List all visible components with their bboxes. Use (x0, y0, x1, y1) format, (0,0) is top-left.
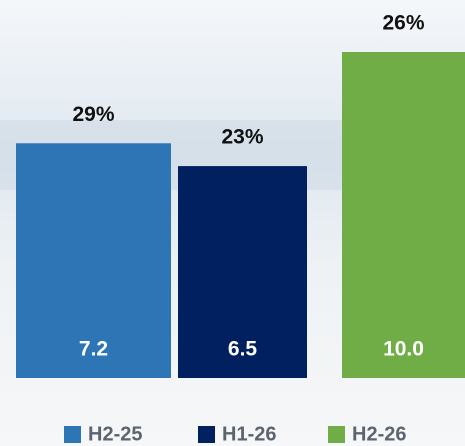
annotation: 23% (221, 126, 263, 149)
legend-label: H2-26 (352, 423, 406, 445)
bar (342, 52, 465, 378)
legend-label: H2-25 (88, 423, 142, 445)
value-label: 7.2 (79, 338, 108, 361)
legend-label: H1-26 (222, 423, 276, 445)
legend-swatch (328, 426, 345, 443)
annotation: 29% (72, 103, 114, 126)
value-label: 6.5 (228, 338, 258, 361)
value-label: 10.0 (383, 338, 424, 361)
legend-swatch (64, 426, 81, 443)
annotation: 26% (382, 12, 424, 35)
legend-swatch (198, 426, 215, 443)
chart: 7.2 29% H2-25 6.5 23% H1-26 10.0 26% H2-26 (0, 0, 465, 446)
